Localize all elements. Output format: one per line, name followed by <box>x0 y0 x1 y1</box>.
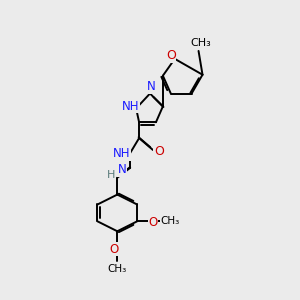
Text: CH₃: CH₃ <box>190 38 211 48</box>
Text: N: N <box>118 163 127 176</box>
Text: CH₃: CH₃ <box>108 264 127 274</box>
Text: CH₃: CH₃ <box>160 216 179 226</box>
Text: N: N <box>147 80 155 93</box>
Text: O: O <box>154 146 164 158</box>
Text: O: O <box>166 50 176 62</box>
Text: O: O <box>148 216 158 229</box>
Text: NH: NH <box>122 100 139 113</box>
Text: O: O <box>110 243 119 256</box>
Text: NH: NH <box>112 148 130 160</box>
Text: H: H <box>107 170 116 180</box>
